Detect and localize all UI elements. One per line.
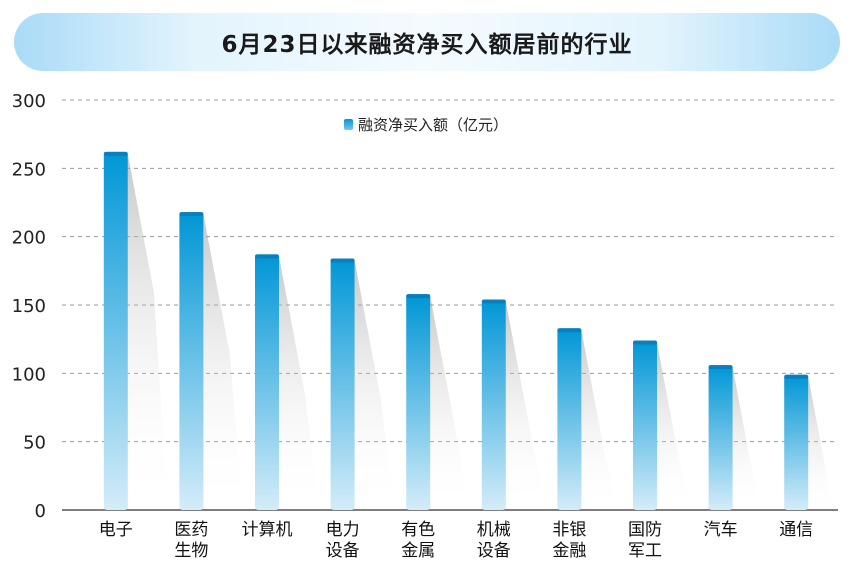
x-tick-label: 金融 — [552, 541, 586, 561]
bar-shadow — [127, 153, 168, 510]
x-tick-label: 医药 — [174, 520, 208, 540]
x-tick-label: 通信 — [779, 520, 813, 540]
y-tick-label: 300 — [12, 91, 46, 112]
y-tick-label: 50 — [23, 433, 46, 454]
bar-cap — [330, 258, 355, 263]
bar — [103, 151, 128, 510]
x-tick-label: 设备 — [477, 541, 511, 561]
x-tick-label: 军工 — [628, 541, 662, 561]
x-tick-label: 电力 — [326, 520, 360, 540]
legend-label: 融资净买入额（亿元） — [358, 116, 508, 134]
bars — [103, 151, 809, 511]
bar — [481, 299, 506, 510]
y-tick-label: 250 — [12, 159, 46, 180]
bar-cap — [708, 365, 733, 370]
x-tick-label: 计算机 — [242, 520, 293, 540]
bar-cap — [406, 294, 431, 299]
x-tick-label: 生物 — [174, 541, 208, 561]
chart-title: 6月23日以来融资净买入额居前的行业 — [221, 32, 633, 58]
y-axis: 0 50 100 150 200 250 300 — [12, 91, 46, 522]
bar-shadow — [581, 330, 622, 510]
x-tick-label: 金属 — [401, 541, 435, 561]
legend-swatch — [344, 119, 353, 130]
x-tick-label: 有色 — [401, 520, 435, 540]
bar — [406, 294, 431, 510]
x-tick-label: 国防 — [628, 520, 662, 540]
bar-shadow — [354, 260, 395, 510]
bar-shadow — [657, 342, 697, 510]
bar — [179, 212, 204, 511]
bar-cap — [784, 374, 809, 379]
x-tick-label: 电子 — [99, 520, 133, 540]
bar-shadow — [808, 376, 849, 515]
bar-shadow — [732, 367, 773, 510]
bar-shadows — [127, 153, 849, 515]
bar-shadow — [203, 214, 244, 511]
bar-cap — [557, 328, 582, 333]
bar-shadow — [279, 256, 319, 510]
bar — [557, 328, 582, 510]
y-tick-label: 0 — [35, 501, 46, 522]
x-tick-label: 设备 — [326, 541, 360, 561]
bar-cap — [633, 340, 657, 345]
y-tick-label: 100 — [12, 364, 46, 385]
y-tick-label: 150 — [12, 296, 46, 317]
x-tick-label: 汽车 — [704, 520, 738, 540]
bar-shadow — [430, 296, 471, 510]
bar-cap — [481, 299, 506, 304]
bar-shadow — [505, 301, 546, 510]
x-tick-label: 机械 — [477, 520, 511, 540]
y-tick-label: 200 — [12, 228, 46, 249]
bar-cap — [179, 212, 204, 217]
bar-cap — [255, 254, 279, 259]
bar — [330, 258, 355, 510]
bar-cap — [103, 151, 128, 156]
title-banner: 6月23日以来融资净买入额居前的行业 — [14, 13, 840, 71]
bar — [784, 374, 809, 510]
bar — [708, 365, 733, 510]
legend: 融资净买入额（亿元） — [344, 116, 508, 134]
bar — [633, 340, 657, 510]
x-tick-label: 非银 — [552, 520, 586, 540]
bar — [255, 254, 279, 510]
